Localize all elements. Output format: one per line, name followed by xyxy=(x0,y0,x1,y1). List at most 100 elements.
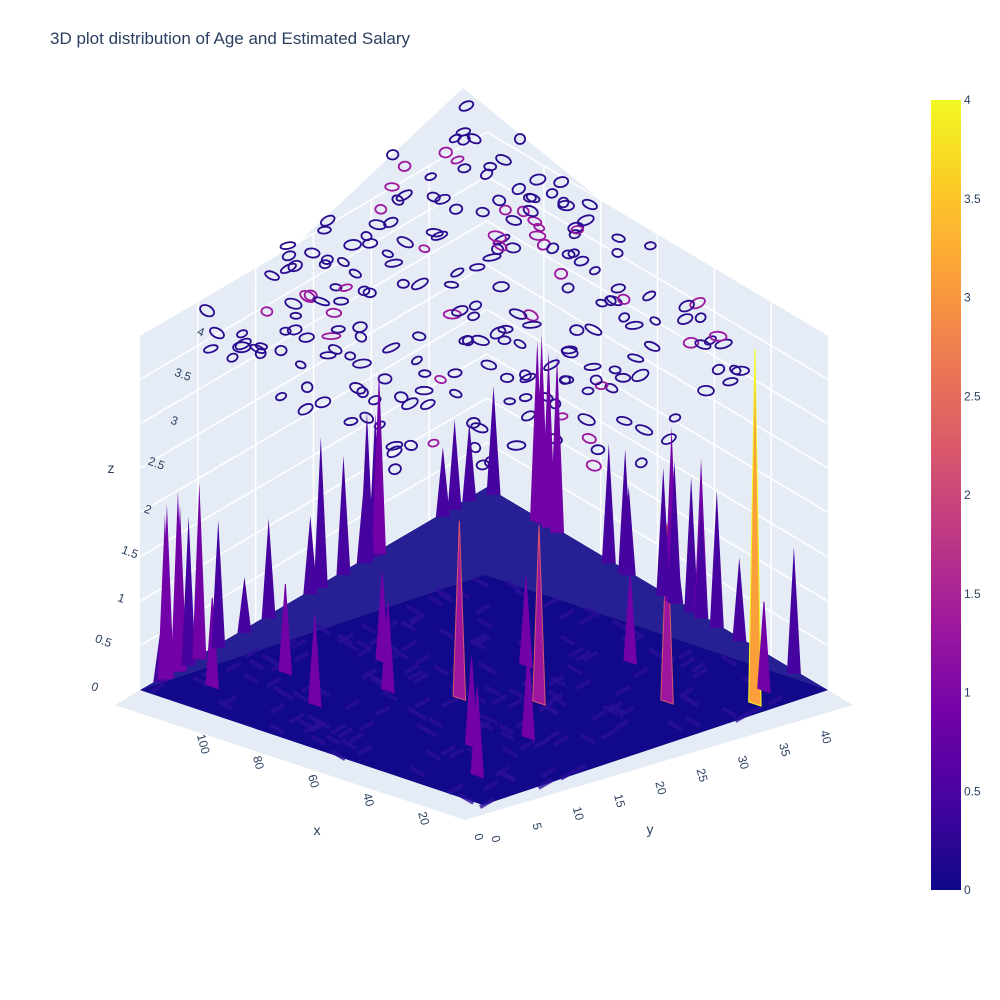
surface-patch xyxy=(567,647,584,659)
surface-peak[interactable] xyxy=(519,576,533,669)
surface-patch xyxy=(547,689,564,702)
z-tick-label: 1 xyxy=(116,590,127,606)
surface-patch xyxy=(149,681,166,694)
contour-ring xyxy=(482,253,502,262)
contour-ring xyxy=(449,388,463,399)
contour-ring xyxy=(368,395,382,406)
surface-patch xyxy=(438,627,455,640)
surface-patch xyxy=(356,646,373,658)
surface-patch xyxy=(360,622,377,635)
surface-peak[interactable] xyxy=(278,584,293,676)
y-tick-label: 10 xyxy=(570,805,587,822)
contour-ring xyxy=(418,244,431,254)
surface-patch xyxy=(690,661,707,674)
colorbar: 0 0.5 1 1.5 2 2.5 3 3.5 4 xyxy=(931,93,981,897)
surface-peak[interactable] xyxy=(748,348,762,707)
surface-patch xyxy=(558,608,575,620)
colorbar-tick-label: 2.5 xyxy=(964,389,981,403)
surface-ridge xyxy=(486,385,501,495)
contour-ring xyxy=(480,359,498,371)
contour-ring xyxy=(583,362,602,371)
contour-ring xyxy=(585,459,602,472)
contour-ring xyxy=(589,374,603,386)
surface-patch xyxy=(289,712,306,724)
surface-patch xyxy=(575,650,591,662)
contour-ring xyxy=(584,323,603,336)
surface-patch xyxy=(583,606,600,618)
contour-ring xyxy=(611,247,624,258)
contour-ring xyxy=(614,372,632,383)
contour-ring xyxy=(519,369,532,381)
surface-patch xyxy=(615,684,632,697)
surface-patch xyxy=(356,744,373,756)
contour-ring xyxy=(711,363,726,376)
contour-ring xyxy=(420,398,436,411)
contour-ring xyxy=(545,188,559,199)
contour-ring xyxy=(279,241,297,250)
y-axis-title: y xyxy=(647,821,654,837)
surface-patch xyxy=(348,731,365,744)
surface-ridge xyxy=(694,503,709,619)
contour-ring xyxy=(560,345,578,355)
z-axis-title: z xyxy=(108,460,115,476)
surface-patch xyxy=(249,658,265,671)
contour-ring xyxy=(506,440,527,451)
surface-ridge xyxy=(669,546,684,604)
surface-patch xyxy=(632,667,649,679)
surface-patch xyxy=(559,634,576,647)
surface-peak[interactable] xyxy=(470,686,485,779)
contour-ring xyxy=(678,299,695,313)
contour-ring xyxy=(391,194,405,206)
contour-ring xyxy=(643,340,661,352)
contour-ring xyxy=(492,239,508,252)
surface-patch xyxy=(400,620,417,632)
contour-ring xyxy=(386,149,400,161)
contour-ring xyxy=(595,298,608,308)
contour-ring xyxy=(503,397,516,406)
surface-peak[interactable] xyxy=(452,520,467,702)
surface-patch xyxy=(355,639,372,651)
contour-ring xyxy=(567,248,580,258)
surface-peak[interactable] xyxy=(521,649,536,741)
contour-ring xyxy=(661,433,677,445)
surface-peak[interactable] xyxy=(623,573,637,665)
contour-ring xyxy=(279,326,292,336)
surface-patch xyxy=(611,619,628,631)
contour-ring xyxy=(396,236,414,249)
contour-ring xyxy=(289,311,302,320)
colorbar-tick-label: 2 xyxy=(964,488,971,502)
surface-peak[interactable] xyxy=(381,601,395,694)
contour-ring xyxy=(554,267,569,280)
surface-ridge xyxy=(192,482,207,660)
surface-peak[interactable] xyxy=(660,524,674,705)
contour-ring xyxy=(314,396,332,409)
contour-ring xyxy=(384,182,400,192)
surface-ridge xyxy=(237,576,252,633)
contour-ring xyxy=(513,338,527,350)
surface-ridge xyxy=(601,443,616,564)
surface-patch xyxy=(409,765,426,778)
contour-ring xyxy=(522,204,539,218)
contour-ring xyxy=(338,283,353,292)
colorbar-tick-label: 0.5 xyxy=(964,784,981,798)
contour-ring xyxy=(527,216,543,227)
surface-ridge xyxy=(447,419,462,510)
surface-peak[interactable] xyxy=(757,601,771,694)
surface-peak[interactable] xyxy=(308,615,322,708)
surface-ridge xyxy=(336,455,351,575)
surface-patch xyxy=(677,648,694,660)
surface-trace[interactable] xyxy=(140,333,828,809)
contour-ring xyxy=(388,463,402,476)
z-tick-label: 1.5 xyxy=(120,543,141,562)
contour-ring xyxy=(519,372,537,384)
contour-ring xyxy=(722,377,739,387)
colorbar-tick-label: 1.5 xyxy=(964,587,981,601)
contour-ring xyxy=(284,297,303,310)
contour-ring xyxy=(458,100,475,112)
contour-ring xyxy=(396,278,410,289)
contour-ring xyxy=(468,300,483,311)
surface-peak[interactable] xyxy=(532,525,546,706)
contour-ring xyxy=(644,241,657,251)
contour-ring xyxy=(352,358,372,369)
